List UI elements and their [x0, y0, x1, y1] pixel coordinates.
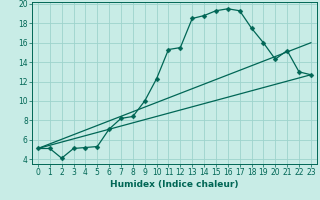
X-axis label: Humidex (Indice chaleur): Humidex (Indice chaleur)	[110, 180, 239, 189]
